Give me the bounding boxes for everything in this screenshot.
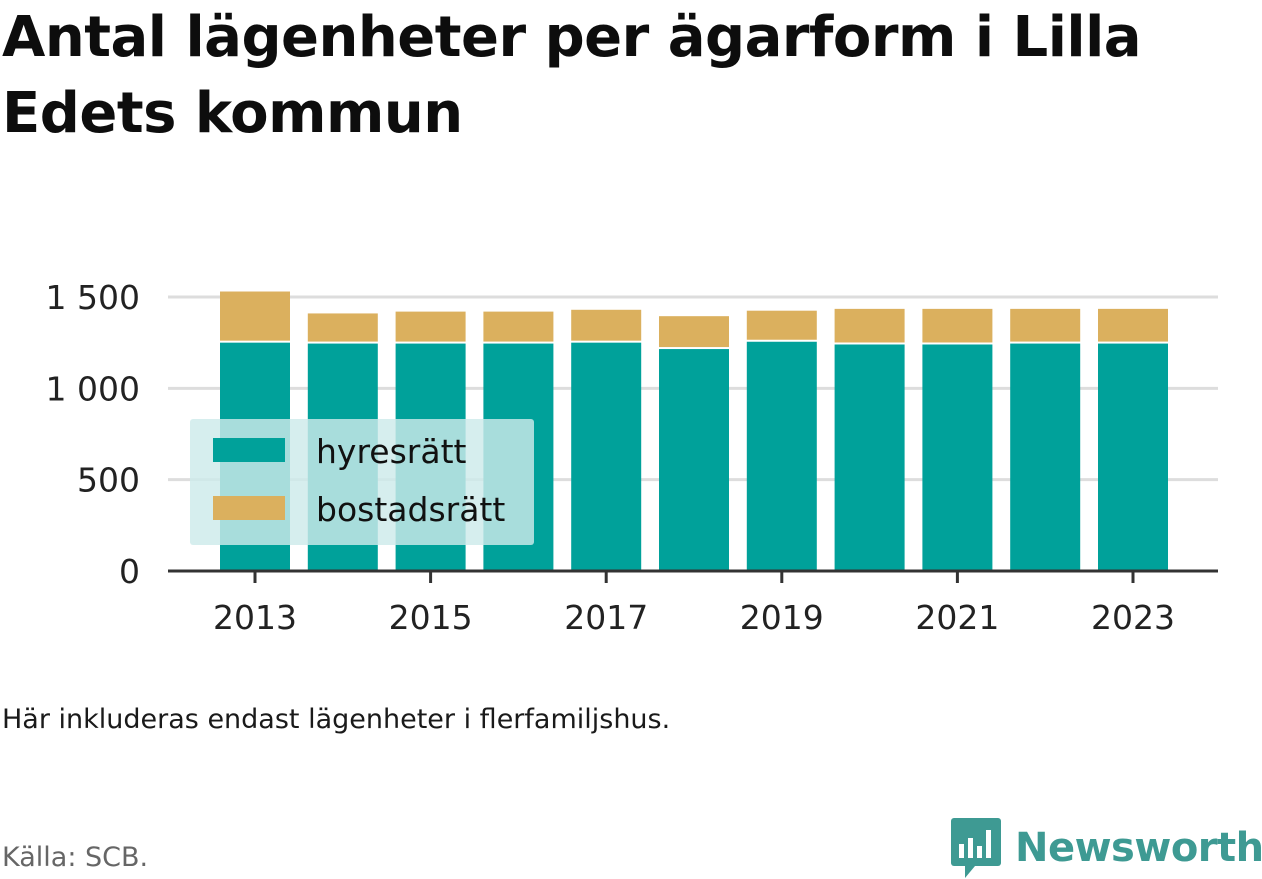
bar-bostadsratt-2013 bbox=[220, 291, 290, 341]
bar-hyresratt-2020 bbox=[834, 344, 905, 571]
bar-bostadsratt-2015 bbox=[395, 311, 466, 342]
x-tick-label: 2013 bbox=[213, 598, 297, 637]
brand-logo: Newsworthy bbox=[951, 818, 1262, 878]
x-tick-label: 2015 bbox=[389, 598, 473, 637]
newsworthy-logo-icon bbox=[951, 818, 1001, 878]
bar-bostadsratt-2021 bbox=[922, 308, 993, 343]
y-tick-label: 1 500 bbox=[46, 278, 140, 317]
bar-hyresratt-2021 bbox=[922, 344, 993, 571]
legend-swatch-hyresratt bbox=[213, 438, 285, 462]
legend-label-hyresratt: hyresrätt bbox=[316, 432, 467, 471]
bar-bostadsratt-2014 bbox=[307, 313, 378, 342]
bar-hyresratt-2023 bbox=[1098, 343, 1168, 571]
x-tick-label: 2017 bbox=[564, 598, 648, 637]
bar-bostadsratt-2016 bbox=[483, 311, 554, 342]
x-tick-label: 2023 bbox=[1091, 598, 1175, 637]
bar-hyresratt-2018 bbox=[659, 349, 729, 571]
chart-note: Här inkluderas endast lägenheter i flerf… bbox=[2, 704, 671, 735]
x-tick-label: 2021 bbox=[915, 598, 999, 637]
bar-hyresratt-2017 bbox=[571, 342, 642, 571]
bar-hyresratt-2022 bbox=[1010, 343, 1081, 571]
source-text: Källa: SCB. bbox=[2, 842, 149, 873]
y-tick-label: 1 000 bbox=[46, 369, 140, 408]
legend-label-bostadsratt: bostadsrätt bbox=[316, 490, 505, 529]
axes: 0 500 1 000 1 500 2013 2015 2017 2019 2021 2023 bbox=[46, 278, 1218, 637]
bar-bostadsratt-2018 bbox=[659, 316, 729, 348]
bar-bostadsratt-2023 bbox=[1098, 308, 1168, 342]
x-tick-label: 2019 bbox=[740, 598, 824, 637]
bar-bostadsratt-2019 bbox=[746, 310, 817, 340]
legend: hyresrätt bostadsrätt bbox=[190, 419, 534, 545]
brand-name: Newsworthy bbox=[1015, 825, 1262, 871]
bar-bostadsratt-2020 bbox=[834, 308, 905, 343]
chart-title: Antal lägenheter per ägarform i Lilla Ed… bbox=[2, 5, 1142, 146]
y-tick-label: 0 bbox=[119, 552, 140, 591]
legend-swatch-bostadsratt bbox=[213, 496, 285, 520]
bar-bostadsratt-2022 bbox=[1010, 308, 1081, 342]
bar-hyresratt-2019 bbox=[746, 341, 817, 571]
y-tick-label: 500 bbox=[77, 461, 140, 500]
bar-bostadsratt-2017 bbox=[571, 309, 642, 341]
